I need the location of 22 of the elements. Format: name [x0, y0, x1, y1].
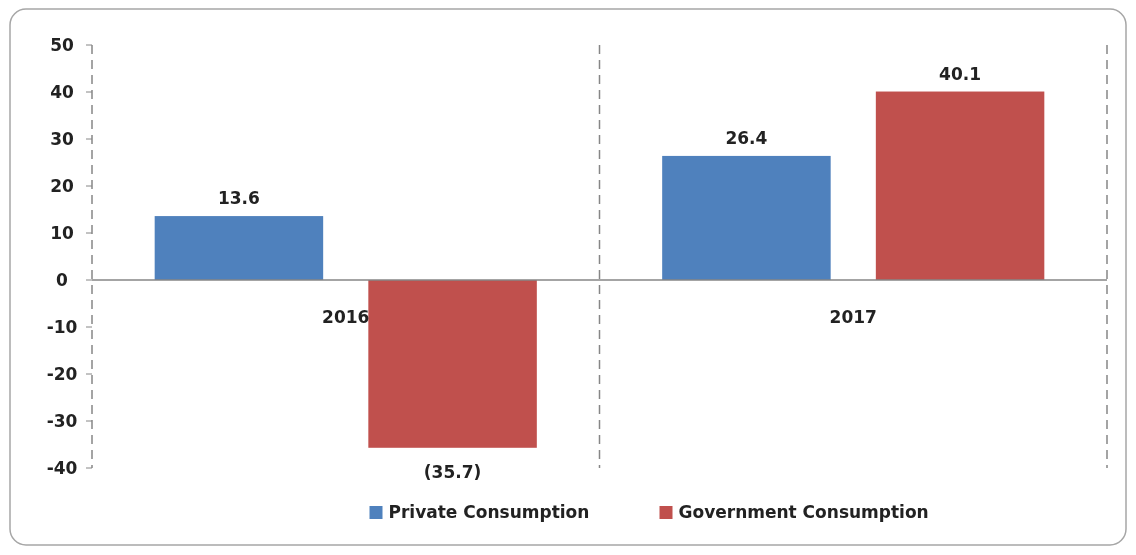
data-label: (35.7): [423, 461, 482, 482]
legend-label: Government Consumption: [678, 502, 929, 522]
data-label: 26.4: [725, 127, 768, 148]
y-tick-label: 20: [50, 176, 74, 196]
y-tick-label: 10: [50, 223, 74, 243]
y-tick-label: 0: [56, 270, 69, 290]
y-tick-label: 50: [50, 35, 74, 55]
y-tick-label: 30: [50, 129, 74, 149]
bar: [368, 280, 537, 448]
bar: [154, 216, 324, 280]
legend-label: Private Consumption: [388, 502, 590, 522]
y-tick-label: -40: [46, 458, 78, 478]
bar: [875, 91, 1045, 280]
x-tick-label: 2016: [322, 307, 370, 327]
y-tick-label: -10: [46, 317, 78, 337]
bar: [662, 155, 831, 280]
data-label: 13.6: [217, 188, 260, 209]
y-tick-label: -20: [46, 364, 78, 384]
data-label: 40.1: [939, 63, 982, 84]
y-tick-label: -30: [46, 411, 78, 431]
x-tick-label: 2017: [829, 307, 877, 327]
y-tick-label: 40: [50, 82, 74, 102]
